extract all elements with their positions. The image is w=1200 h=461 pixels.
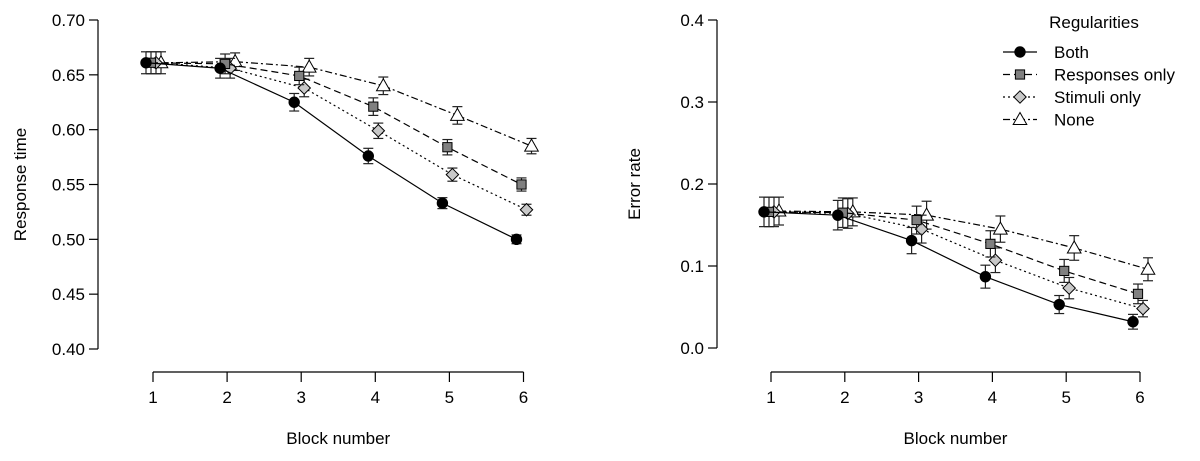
y-tick-label: 0.40 bbox=[52, 340, 85, 359]
triangle-marker bbox=[375, 77, 391, 92]
x-tick-label: 1 bbox=[148, 388, 157, 407]
series-line bbox=[150, 62, 522, 186]
diamond-marker bbox=[988, 253, 1003, 268]
diamond-marker bbox=[519, 202, 534, 217]
x-tick-label: 4 bbox=[371, 388, 380, 407]
triangle-marker bbox=[992, 221, 1009, 235]
x-tick-label: 3 bbox=[914, 388, 923, 407]
square-marker bbox=[516, 179, 527, 190]
legend-label: Responses only bbox=[1054, 66, 1175, 85]
y-tick-label: 0.45 bbox=[52, 285, 85, 304]
square-marker bbox=[1059, 265, 1070, 277]
series-line bbox=[160, 61, 532, 147]
circle-marker bbox=[362, 150, 374, 162]
legend: Regularities Both Responses only Stimuli on… bbox=[1003, 13, 1175, 130]
series-none bbox=[771, 196, 1156, 282]
x-tick-label: 4 bbox=[988, 388, 997, 407]
square-marker bbox=[368, 101, 379, 112]
x-axis-label: Block number bbox=[286, 429, 390, 448]
x-axis-label: Block number bbox=[904, 429, 1008, 448]
series-responses-only bbox=[145, 51, 527, 192]
x-tick-label: 2 bbox=[222, 388, 231, 407]
square-marker bbox=[911, 214, 922, 226]
square-marker bbox=[1014, 69, 1026, 80]
square-marker bbox=[294, 70, 305, 82]
x-tick-label: 6 bbox=[519, 388, 528, 407]
series-line bbox=[763, 211, 1134, 323]
series-stimuli-only bbox=[149, 51, 534, 217]
series-line bbox=[773, 211, 1144, 310]
circle-marker bbox=[905, 234, 918, 247]
y-tick-label: 0.65 bbox=[52, 66, 85, 85]
response-time-panel: 0.40 0.45 0.50 0.55 0.60 0.65 0.70 Response tim… bbox=[11, 11, 540, 448]
x-tick-label: 5 bbox=[1061, 388, 1070, 407]
diamond-marker bbox=[1062, 281, 1077, 296]
y-tick-label: 0.3 bbox=[680, 93, 704, 112]
y-axis-label: Error rate bbox=[625, 148, 644, 220]
diamond-marker bbox=[914, 222, 929, 237]
x-tick-label: 6 bbox=[1135, 388, 1144, 407]
circle-marker bbox=[436, 197, 449, 209]
circle-marker bbox=[288, 96, 300, 108]
circle-marker bbox=[758, 206, 770, 218]
y-tick-label: 0.70 bbox=[52, 11, 85, 30]
triangle-marker bbox=[523, 138, 540, 152]
triangle-marker bbox=[1012, 111, 1028, 125]
series-both bbox=[140, 51, 523, 246]
triangle-marker bbox=[301, 59, 317, 73]
circle-marker bbox=[510, 233, 523, 246]
triangle-marker bbox=[918, 207, 935, 221]
legend-label: None bbox=[1054, 111, 1095, 130]
y-tick-label: 0.55 bbox=[52, 176, 85, 195]
circle-marker bbox=[214, 62, 226, 74]
y-tick-label: 0.2 bbox=[680, 175, 704, 194]
triangle-marker bbox=[449, 107, 466, 121]
diamond-marker bbox=[1136, 301, 1150, 316]
error-rate-panel: 0.0 0.1 0.2 0.3 0.4 Error rate 1 2 3 4 5 6 Block num… bbox=[625, 11, 1156, 448]
triangle-marker bbox=[1066, 239, 1082, 254]
y-tick-label: 0.60 bbox=[52, 121, 85, 140]
triangle-marker bbox=[1140, 261, 1156, 275]
circle-marker bbox=[1127, 316, 1139, 328]
legend-label: Stimuli only bbox=[1054, 88, 1141, 107]
x-tick-label: 1 bbox=[766, 388, 775, 407]
series-line bbox=[778, 210, 1149, 270]
legend-item-responses-only: Responses only bbox=[1003, 66, 1175, 85]
y-tick-label: 0.0 bbox=[680, 339, 704, 358]
square-marker bbox=[442, 142, 453, 153]
series-line bbox=[145, 62, 517, 240]
series-both bbox=[758, 196, 1139, 330]
legend-label: Both bbox=[1054, 43, 1089, 62]
y-tick-label: 0.50 bbox=[52, 230, 85, 249]
circle-marker bbox=[1014, 46, 1026, 58]
circle-marker bbox=[979, 270, 992, 283]
legend-item-stimuli-only: Stimuli only bbox=[1003, 88, 1141, 107]
diamond-marker bbox=[1013, 90, 1027, 104]
y-tick-label: 0.4 bbox=[680, 11, 704, 30]
diamond-marker bbox=[297, 81, 312, 95]
diamond-marker bbox=[445, 167, 460, 182]
legend-item-none: None bbox=[1003, 111, 1095, 130]
circle-marker bbox=[832, 209, 844, 221]
series-line bbox=[768, 211, 1139, 295]
legend-title: Regularities bbox=[1049, 13, 1139, 32]
y-tick-label: 0.1 bbox=[680, 257, 704, 276]
square-marker bbox=[985, 238, 996, 249]
circle-marker bbox=[140, 57, 152, 69]
square-marker bbox=[1132, 288, 1144, 299]
y-axis-label: Response time bbox=[11, 128, 30, 241]
circle-marker bbox=[1053, 298, 1065, 311]
x-tick-label: 5 bbox=[445, 388, 454, 407]
legend-item-both: Both bbox=[1003, 43, 1089, 62]
x-tick-label: 3 bbox=[296, 388, 305, 407]
diamond-marker bbox=[371, 123, 386, 138]
x-tick-label: 2 bbox=[840, 388, 849, 407]
